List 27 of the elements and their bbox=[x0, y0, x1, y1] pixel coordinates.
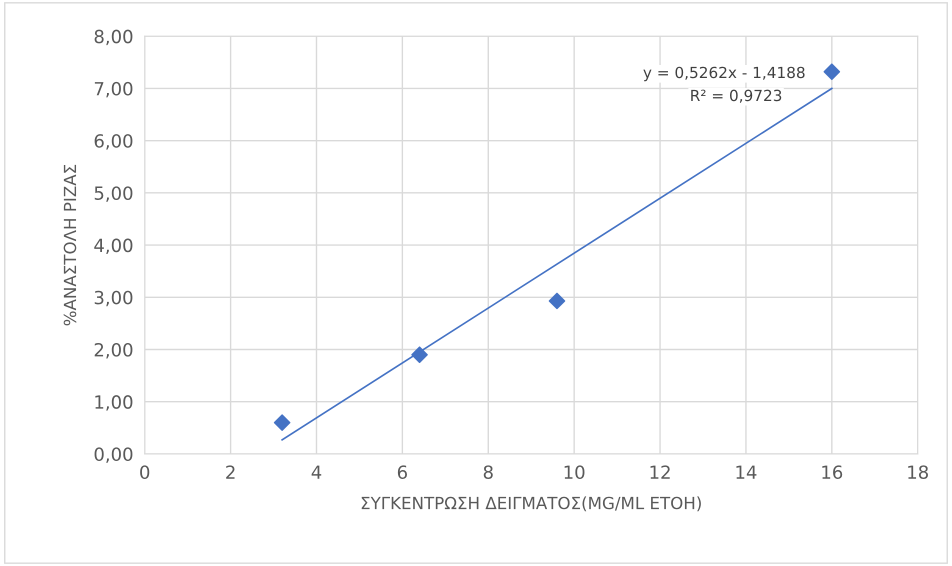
point bbox=[411, 346, 428, 364]
x-tick-label: 10 bbox=[564, 465, 584, 480]
x-tick-label: 18 bbox=[908, 465, 928, 480]
y-tick-label: 7,00 bbox=[94, 82, 132, 98]
point bbox=[824, 63, 840, 80]
x-tick-label: 8 bbox=[484, 465, 493, 480]
y-tick-label: 2,00 bbox=[94, 342, 132, 358]
annotation: R² = 0,9723 bbox=[691, 90, 782, 103]
point bbox=[274, 414, 290, 431]
y-tick-label: 5,00 bbox=[94, 186, 132, 202]
x-tick-label: 2 bbox=[226, 465, 235, 479]
y-tick-label: 3,00 bbox=[94, 290, 132, 306]
x-tick-label: 0 bbox=[140, 465, 150, 480]
x-axis-title: ΣΥΓΚΕΝΤΡΩΣΗ ΔΕΙΓΜΑΤΟΣ(MG/ML ETOH) bbox=[362, 496, 701, 512]
x-tick-label: 4 bbox=[312, 466, 322, 479]
y-tick-label: 1,00 bbox=[95, 395, 132, 411]
x-tick-label: 16 bbox=[822, 465, 842, 480]
y-tick-label: 0,00 bbox=[94, 447, 132, 463]
x-tick-label: 12 bbox=[650, 465, 670, 479]
x-tick-label: 6 bbox=[398, 465, 407, 480]
annotation: y = 0,5262x - 1,4188 bbox=[643, 66, 805, 82]
y-tick-label: 6,00 bbox=[94, 134, 132, 150]
x-tick-label: 14 bbox=[736, 466, 756, 479]
y-tick-label: 8,00 bbox=[94, 30, 132, 46]
y-tick-label: 4,00 bbox=[94, 238, 132, 254]
point bbox=[548, 292, 566, 310]
y-axis-title: %ΑΝΑΣΤΟΛΗ ΡΙΖΑΣ bbox=[64, 164, 76, 326]
